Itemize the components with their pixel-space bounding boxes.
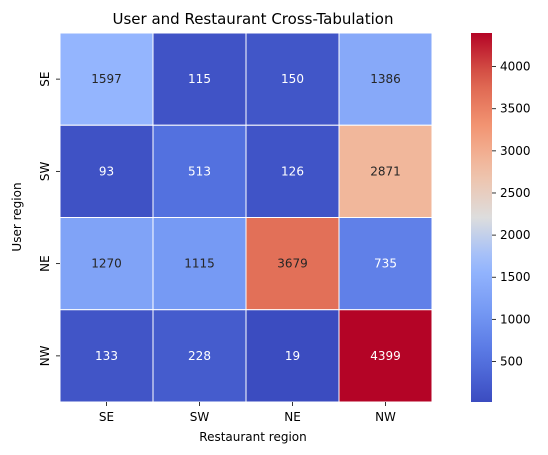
x-axis-label: Restaurant region — [199, 430, 306, 444]
colorbar-tick-label: 1000 — [500, 312, 531, 326]
heatmap-cell — [338, 217, 433, 311]
heatmap-cell-labels: 1597 115 150 1386 93 513 126 2871 1270 1115 3679 73… — [91, 72, 401, 363]
heatmap-cell — [245, 32, 340, 126]
cell-value-label: 93 — [99, 164, 114, 178]
cell-value-label: 3679 — [277, 257, 308, 271]
heatmap-cells — [59, 32, 433, 403]
cell-value-label: 1386 — [370, 72, 401, 86]
heatmap-cell — [338, 309, 433, 403]
cell-value-label: 126 — [281, 164, 304, 178]
colorbar-tick-label: 2500 — [500, 186, 531, 200]
cell-value-label: 133 — [95, 349, 118, 363]
cell-value-label: 115 — [188, 72, 211, 86]
heatmap-cell — [59, 309, 154, 403]
x-tick-label: SE — [99, 410, 114, 424]
x-tick-label: NE — [284, 410, 301, 424]
heatmap-cell — [152, 124, 247, 218]
heatmap-cell — [338, 124, 433, 218]
x-tick-label: SW — [190, 410, 210, 424]
cell-value-label: 1115 — [184, 257, 215, 271]
colorbar — [471, 33, 492, 402]
y-tick-label: SW — [38, 162, 52, 182]
y-tick-label: NE — [38, 255, 52, 272]
colorbar-tick-label: 3500 — [500, 102, 531, 116]
heatmap-cell — [152, 32, 247, 126]
colorbar-tick-label: 2000 — [500, 228, 531, 242]
heatmap-cell — [59, 32, 154, 126]
colorbar-tick-label: 3000 — [500, 144, 531, 158]
y-axis-label: User region — [10, 182, 24, 251]
heatmap-cell — [59, 124, 154, 218]
cell-value-label: 2871 — [370, 164, 401, 178]
colorbar-tick-label: 500 — [500, 354, 523, 368]
cell-value-label: 1270 — [91, 257, 122, 271]
colorbar-tick-label: 4000 — [500, 60, 531, 74]
heatmap-cell — [245, 309, 340, 403]
heatmap-cell — [152, 217, 247, 311]
cell-value-label: 228 — [188, 349, 211, 363]
x-axis-ticks: SE SW NE NW — [99, 402, 396, 424]
y-tick-label: SE — [38, 72, 52, 87]
y-axis-ticks: SE SW NE NW — [38, 72, 60, 366]
cell-value-label: 19 — [285, 349, 300, 363]
cell-value-label: 4399 — [370, 349, 401, 363]
heatmap-cell — [152, 309, 247, 403]
cell-value-label: 1597 — [91, 72, 122, 86]
chart-title: User and Restaurant Cross-Tabulation — [113, 10, 394, 28]
colorbar-ticks: 500 1000 1500 2000 2500 3000 3500 4000 — [492, 60, 531, 368]
cell-value-label: 150 — [281, 72, 304, 86]
colorbar-tick-label: 1500 — [500, 270, 531, 284]
y-tick-label: NW — [38, 345, 52, 366]
x-tick-label: NW — [375, 410, 396, 424]
cell-value-label: 735 — [374, 257, 397, 271]
cell-value-label: 513 — [188, 164, 211, 178]
heatmap-cell — [338, 32, 433, 126]
